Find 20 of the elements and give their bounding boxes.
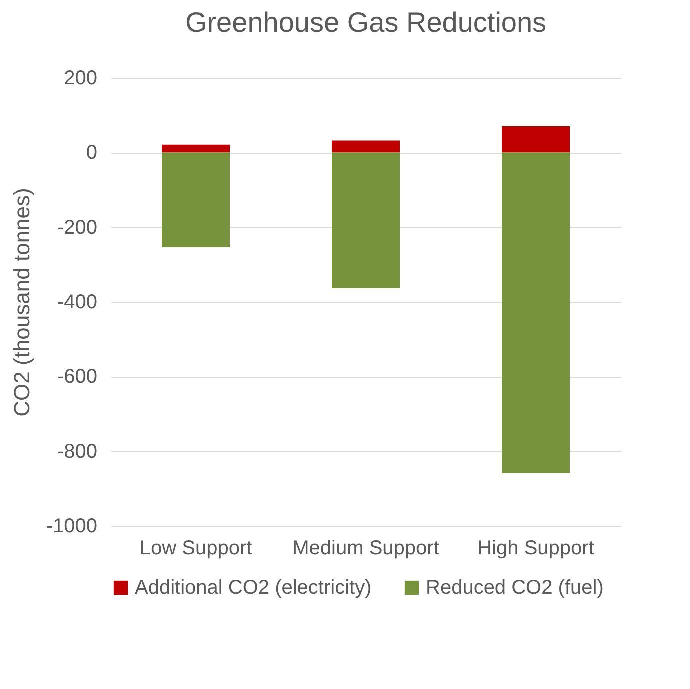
x-tick-label: Medium Support	[292, 538, 440, 560]
legend-label: Reduced CO2 (fuel)	[426, 577, 604, 599]
bar	[162, 144, 230, 153]
y-tick-label: -200	[57, 216, 98, 239]
chart-title: Greenhouse Gas Reductions	[185, 7, 547, 38]
y-tick-label: -800	[57, 440, 98, 463]
bar	[502, 126, 570, 153]
bar	[332, 140, 400, 153]
y-tick-label: 0	[86, 142, 98, 164]
y-axis-title: CO2 (thousand tonnes)	[9, 188, 34, 417]
y-tick-label: -600	[57, 366, 98, 388]
legend-label: Additional CO2 (electricity)	[135, 577, 372, 599]
bar	[502, 152, 570, 474]
y-tick-label: 200	[64, 68, 98, 90]
x-tick-label: Low Support	[140, 538, 253, 560]
bar	[162, 152, 230, 248]
y-tick-label: -400	[57, 292, 98, 314]
bar	[332, 152, 400, 289]
y-tick-label: -1000	[46, 516, 98, 538]
x-tick-label: High Support	[478, 538, 595, 560]
